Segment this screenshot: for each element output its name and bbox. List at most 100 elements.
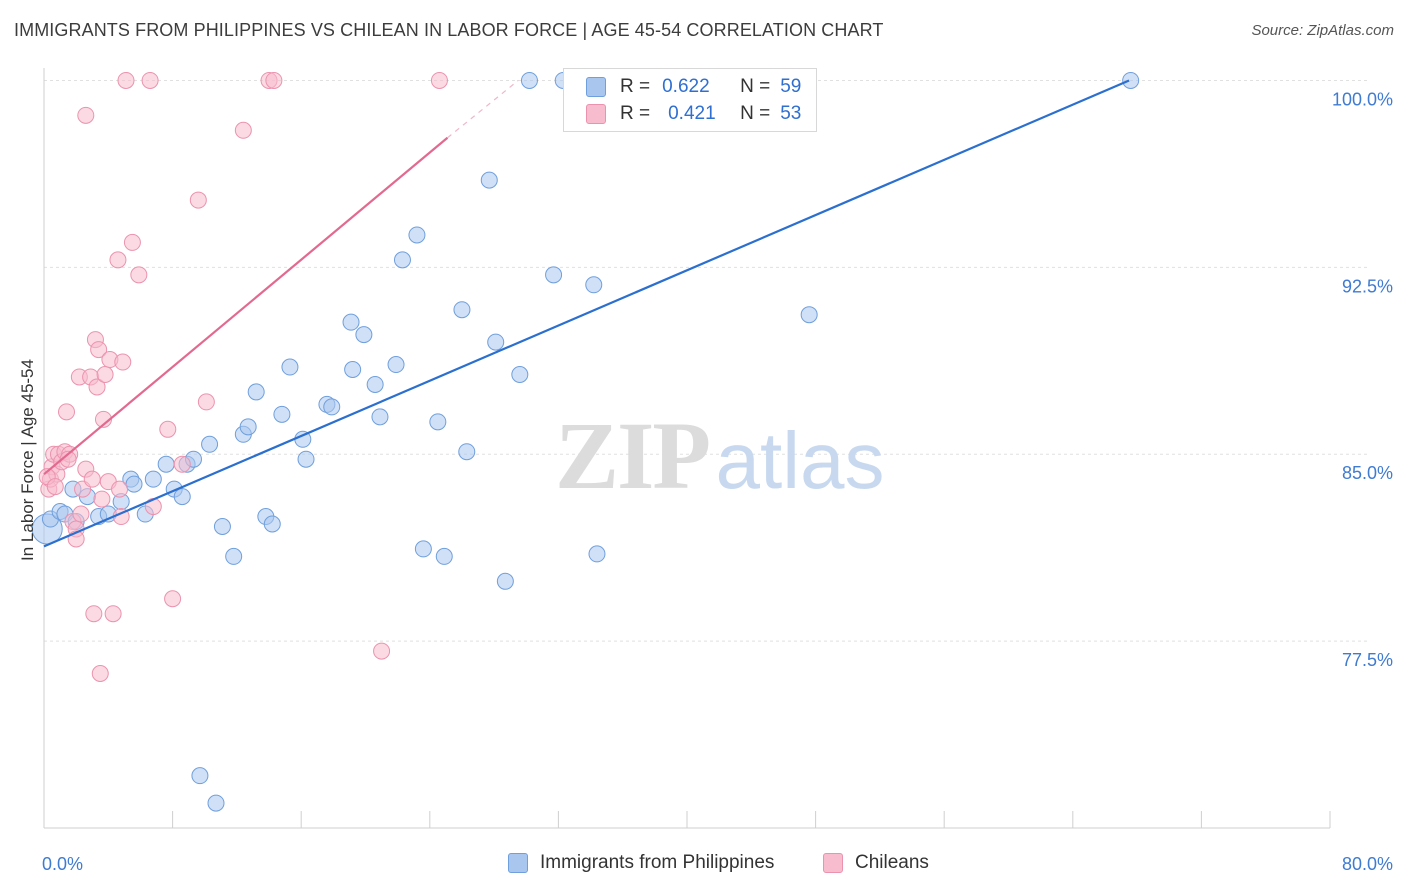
- chileans-point-31: [111, 480, 129, 498]
- chileans-point-24: [93, 490, 111, 508]
- chileans-point-25: [94, 410, 112, 428]
- philippines-point-20: [213, 517, 231, 535]
- chart-title: IMMIGRANTS FROM PHILIPPINES VS CHILEAN I…: [14, 20, 884, 40]
- chileans-point-16: [77, 106, 95, 124]
- tick-labels: 77.5% 85.0% 92.5% 100.0% 0.0% 80.0%: [42, 89, 1393, 874]
- chileans-point-26: [96, 365, 114, 383]
- chileans-point-33: [114, 353, 132, 371]
- chileans-point-42: [189, 191, 207, 209]
- chileans-point-18: [83, 470, 101, 488]
- legend-row-philippines: R = 0.622 N = 59: [586, 75, 801, 99]
- philippines-point-43: [435, 547, 453, 565]
- philippines-point-54: [588, 545, 606, 563]
- philippines-point-14: [157, 455, 175, 473]
- legend-swatch-blue: [586, 77, 606, 97]
- legend-n-label-1: N =: [740, 76, 771, 97]
- philippines-point-27: [273, 405, 291, 423]
- chileans-point-30: [109, 251, 127, 269]
- chileans-point-36: [130, 266, 148, 284]
- philippines-point-35: [355, 326, 373, 344]
- chileans-trend-extension: [447, 79, 519, 139]
- chileans-point-43: [197, 393, 215, 411]
- philippines-point-55: [800, 306, 818, 324]
- correlation-legend: R = 0.622 N = 59 R = 0.421 N = 53: [563, 68, 817, 132]
- chart-source: Source: ZipAtlas.com: [1251, 22, 1394, 39]
- chileans-point-51: [72, 505, 90, 523]
- series-swatch-blue: [508, 853, 528, 873]
- watermark-atlas: atlas: [716, 416, 885, 505]
- y-tick-label-3: 100.0%: [1332, 89, 1393, 109]
- legend-row-chileans: R = 0.421 N = 53: [586, 102, 801, 126]
- philippines-point-56: [1122, 71, 1140, 89]
- philippines-point-44: [453, 301, 471, 319]
- watermark-zip: ZIP: [555, 402, 709, 509]
- series-legend-chileans[interactable]: Chileans: [823, 852, 929, 874]
- chileans-point-8: [58, 403, 76, 421]
- philippines-point-42: [429, 413, 447, 431]
- chileans-point-35: [123, 233, 141, 251]
- chileans-point-46: [265, 71, 283, 89]
- y-axis-label: In Labor Force | Age 45-54: [18, 359, 37, 561]
- philippines-point-21: [225, 547, 243, 565]
- philippines-point-57: [191, 767, 209, 785]
- chileans-point-37: [141, 71, 159, 89]
- y-tick-label-2: 92.5%: [1342, 276, 1393, 296]
- philippines-point-53: [585, 276, 603, 294]
- philippines-point-32: [323, 398, 341, 416]
- philippines-point-47: [487, 333, 505, 351]
- philippines-point-24: [247, 383, 265, 401]
- y-tick-label-0: 77.5%: [1342, 650, 1393, 670]
- chileans-point-34: [117, 71, 135, 89]
- chileans-point-41: [173, 455, 191, 473]
- chileans-point-50: [59, 450, 77, 468]
- legend-r-label-2: R =: [620, 103, 651, 124]
- chileans-point-19: [85, 605, 103, 623]
- philippines-point-45: [458, 443, 476, 461]
- legend-r-label-1: R =: [620, 76, 651, 97]
- chileans-point-39: [159, 420, 177, 438]
- philippines-point-11: [125, 475, 143, 493]
- philippines-point-39: [393, 251, 411, 269]
- philippines-point-36: [366, 375, 384, 393]
- watermark: ZIP atlas: [555, 402, 885, 509]
- trend-lines: [43, 79, 1130, 548]
- philippines-point-28: [281, 358, 299, 376]
- philippines-point-19: [201, 435, 219, 453]
- chileans-point-22: [90, 341, 108, 359]
- chileans-point-40: [164, 590, 182, 608]
- x-tick-label-0: 0.0%: [42, 854, 83, 874]
- philippines-point-16: [173, 488, 191, 506]
- philippines-point-49: [511, 365, 529, 383]
- philippines-trend-line: [43, 79, 1130, 548]
- series-name-philippines: Immigrants from Philippines: [540, 852, 775, 873]
- series-legend-philippines[interactable]: Immigrants from Philippines: [508, 852, 774, 874]
- philippines-point-48: [496, 572, 514, 590]
- philippines-point-38: [387, 356, 405, 374]
- legend-n-value-1: 59: [780, 76, 802, 97]
- chileans-point-47: [373, 642, 391, 660]
- series-name-chileans: Chileans: [855, 852, 929, 873]
- philippines-point-13: [144, 470, 162, 488]
- chileans-point-44: [234, 121, 252, 139]
- chileans-point-23: [91, 665, 109, 683]
- philippines-point-26: [263, 515, 281, 533]
- philippines-point-23: [239, 418, 257, 436]
- chileans-trend-line: [43, 136, 449, 476]
- philippines-point-41: [414, 540, 432, 558]
- philippines-point-51: [545, 266, 563, 284]
- philippines-point-46: [480, 171, 498, 189]
- philippines-point-34: [344, 361, 362, 379]
- philippines-point-30: [297, 450, 315, 468]
- y-tick-label-1: 85.0%: [1342, 463, 1393, 483]
- philippines-point-40: [408, 226, 426, 244]
- philippines-point-37: [371, 408, 389, 426]
- legend-n-label-2: N =: [740, 103, 771, 124]
- x-tick-label-1: 80.0%: [1342, 854, 1393, 874]
- legend-swatch-pink: [586, 104, 606, 124]
- legend-r-value-1: 0.622: [662, 76, 710, 97]
- philippines-point-33: [342, 313, 360, 331]
- philippines-point-50: [520, 71, 538, 89]
- chileans-point-52: [46, 478, 64, 496]
- legend-r-value-2: 0.421: [668, 103, 716, 124]
